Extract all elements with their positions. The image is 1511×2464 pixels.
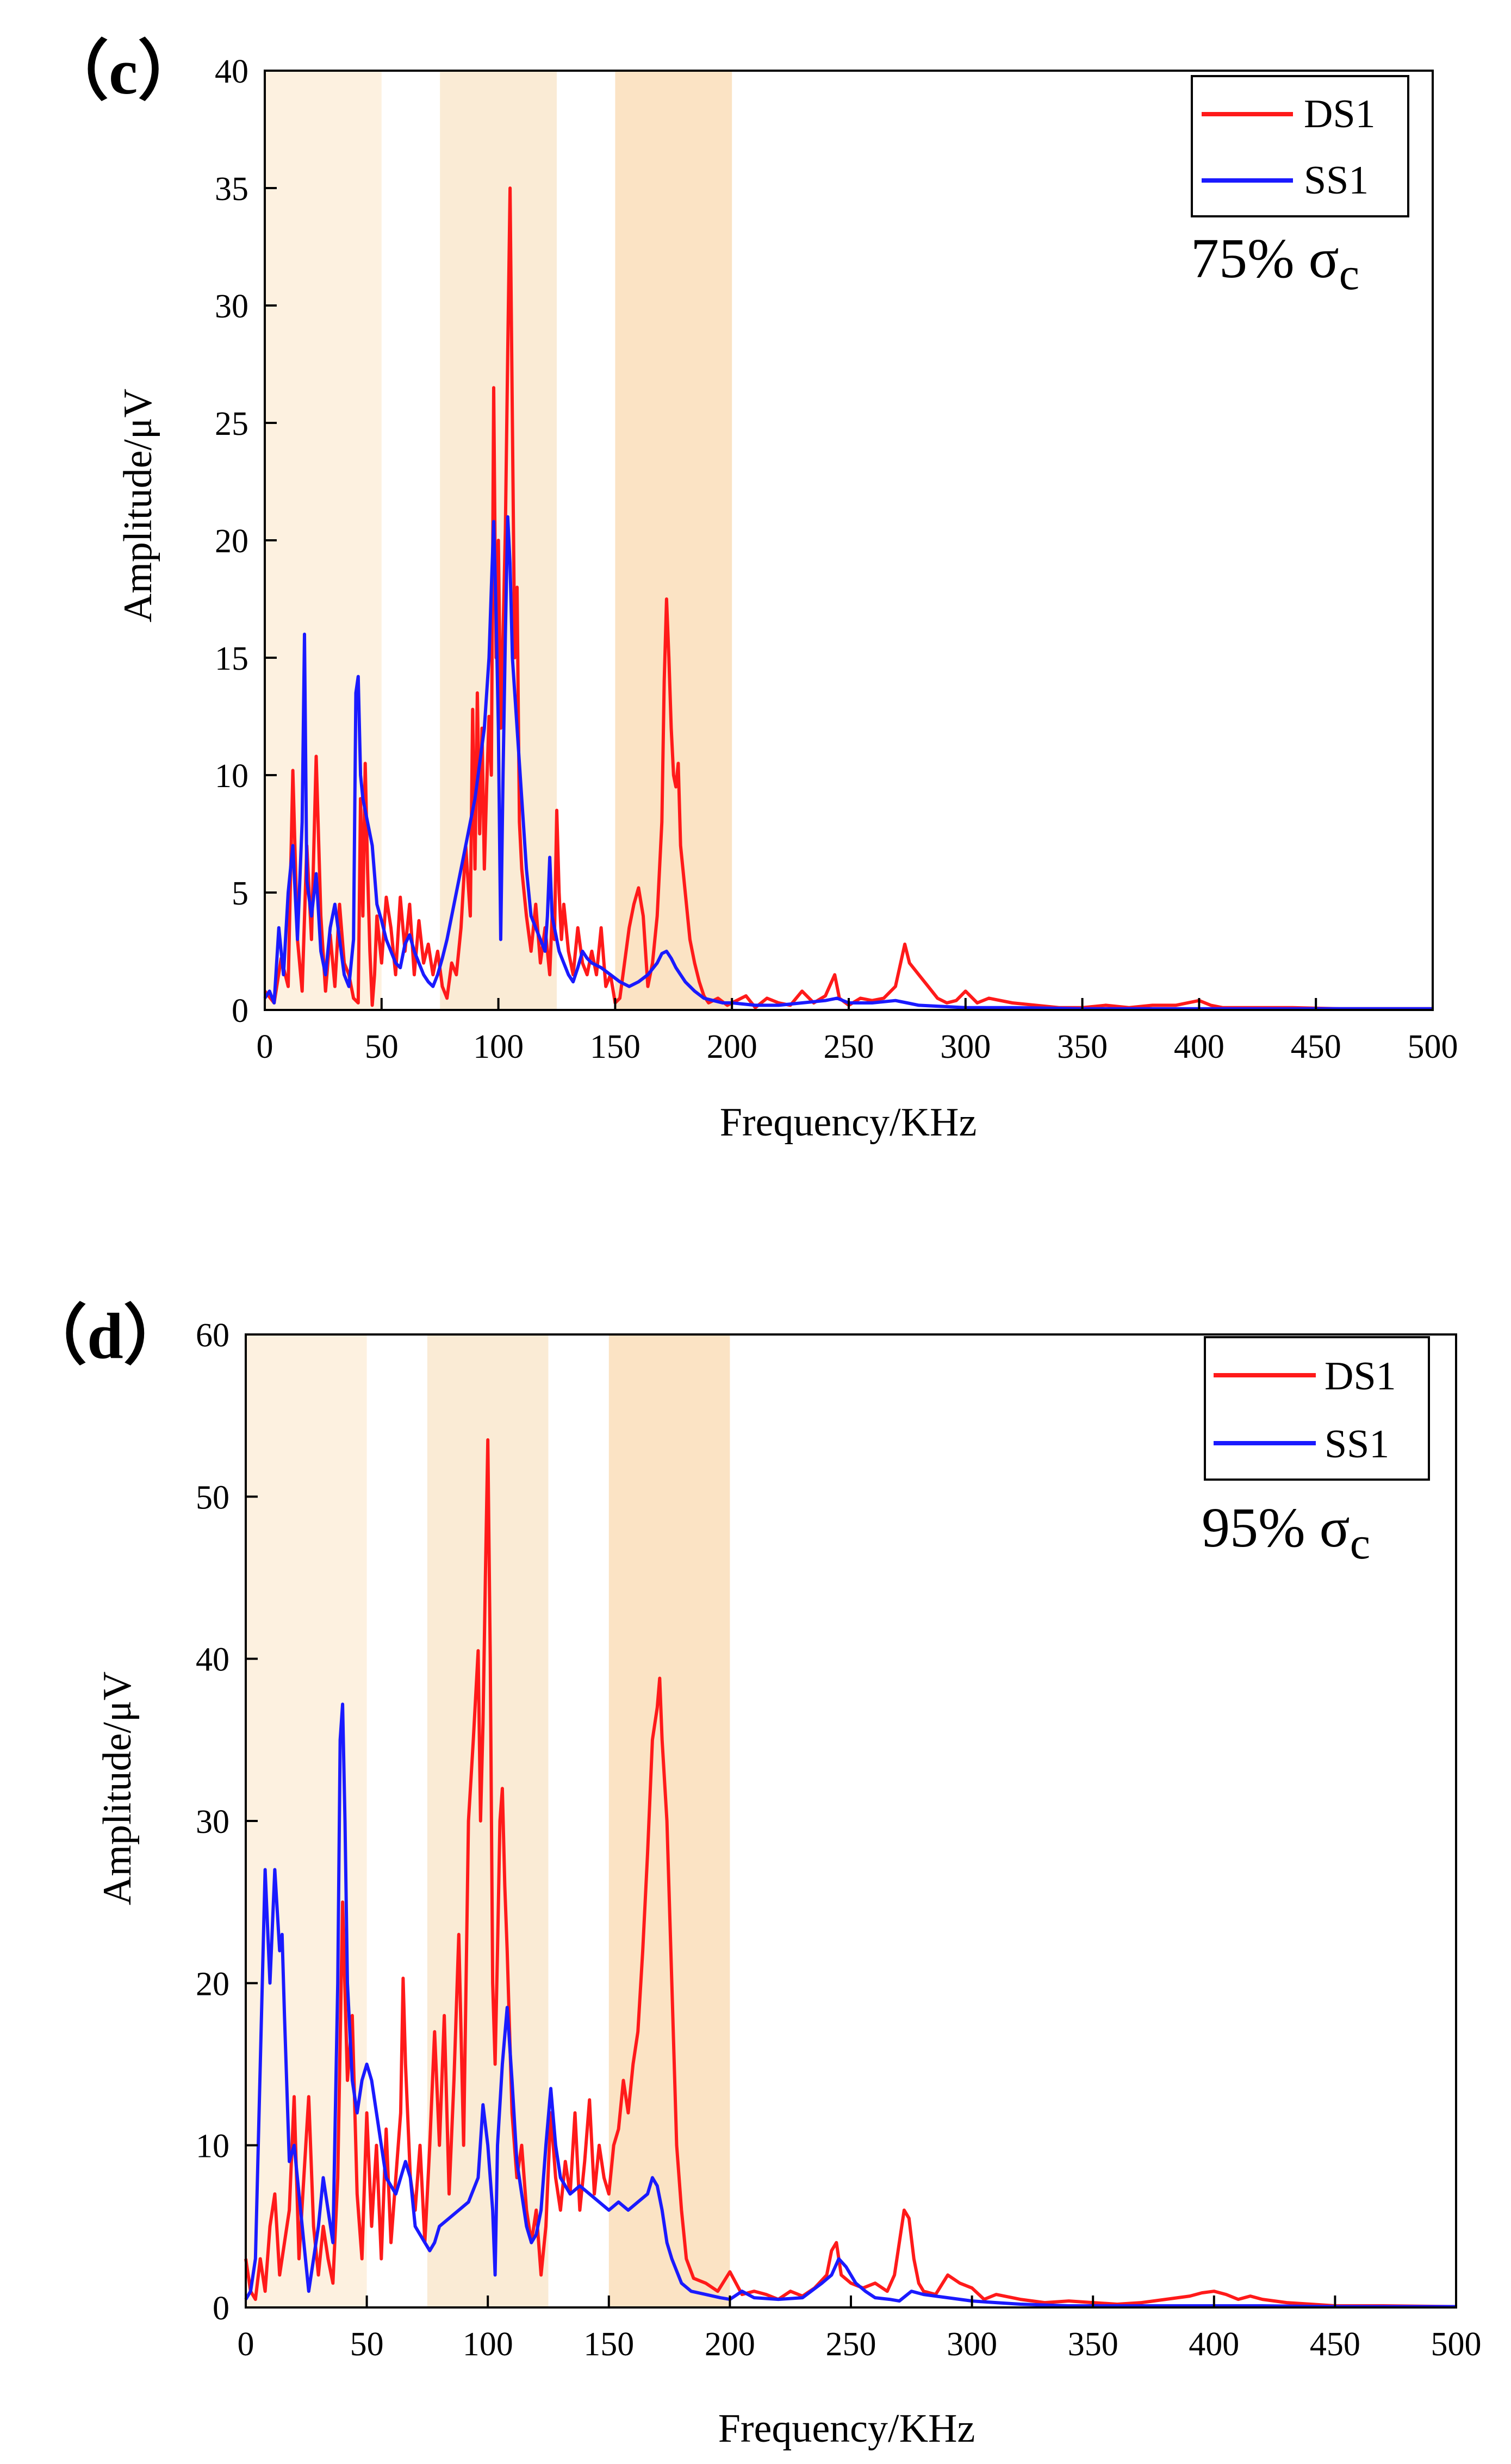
series-line-ds1-d xyxy=(244,1438,1457,2309)
y-tick-label-c: 40 xyxy=(215,53,248,90)
x-tick-label-d: 50 xyxy=(350,2326,384,2363)
freq-band-d-2 xyxy=(608,1334,730,2307)
legend-d: DS1 SS1 xyxy=(1204,1336,1430,1481)
x-tick-label-c: 250 xyxy=(824,1028,874,1065)
y-tick-label-d: 40 xyxy=(196,1642,229,1679)
x-tick-label-d: 350 xyxy=(1068,2326,1118,2363)
ticks-d: 0 50 100 150 200 250 300 350 400 450 500 0 10 20 30 40 5… xyxy=(196,1317,1482,2363)
series-lines-c xyxy=(263,186,1433,1010)
x-tick-label-d: 200 xyxy=(705,2326,755,2363)
x-tick-label-c: 50 xyxy=(365,1028,399,1065)
y-tick-label-d: 20 xyxy=(196,1966,229,2003)
series-lines-d xyxy=(244,1438,1457,2309)
x-tick-label-c: 500 xyxy=(1408,1028,1458,1065)
x-axis-title-c: Frequency/KHz xyxy=(720,1100,977,1145)
legend-box-d xyxy=(1204,1336,1430,1481)
panel-c: （c） 0 50 100 150 200 250 300 350 400 450 500 0 5 10 15… xyxy=(43,35,1458,1145)
y-tick-label-d: 30 xyxy=(196,1804,229,1841)
x-tick-label-d: 500 xyxy=(1431,2326,1482,2363)
y-tick-label-c: 35 xyxy=(215,171,248,208)
stress-level-d: 95% σc xyxy=(1202,1496,1370,1569)
legend-c: DS1 SS1 xyxy=(1191,75,1409,217)
y-tick-label-c: 25 xyxy=(215,406,248,442)
y-tick-label-c: 15 xyxy=(215,640,248,677)
stress-sub-c: c xyxy=(1339,249,1359,300)
series-line-ss1-d xyxy=(244,1702,1456,2309)
panel-label-d: （d） xyxy=(22,1300,189,1372)
x-tick-label-c: 400 xyxy=(1174,1028,1224,1065)
stress-text-d: 95% σ xyxy=(1202,1496,1350,1559)
panel-d: （d） 0 50 100 150 200 250 300 350 400 450 500 0 10 20 3… xyxy=(22,1300,1482,2451)
legend-box-c xyxy=(1191,75,1409,217)
x-tick-label-d: 400 xyxy=(1189,2326,1239,2363)
ticks-c: 0 50 100 150 200 250 300 350 400 450 500 0 5 10 15 20 25… xyxy=(215,53,1458,1065)
y-axis-title-d: Amplitude/μV xyxy=(95,1671,140,1905)
x-tick-label-d: 100 xyxy=(463,2326,513,2363)
series-line-ds1-c xyxy=(263,186,1433,1010)
y-tick-label-c: 0 xyxy=(232,993,248,1030)
x-tick-label-c: 100 xyxy=(473,1028,524,1065)
freq-band-c-2 xyxy=(615,71,732,1010)
y-tick-label-d: 10 xyxy=(196,2128,229,2165)
y-tick-label-c: 10 xyxy=(215,758,248,795)
y-tick-label-c: 5 xyxy=(232,875,248,912)
stress-sub-d: c xyxy=(1350,1518,1370,1569)
x-tick-label-d: 0 xyxy=(238,2326,254,2363)
panel-label-c: （c） xyxy=(43,35,203,108)
x-tick-label-d: 300 xyxy=(947,2326,997,2363)
x-tick-label-d: 450 xyxy=(1310,2326,1360,2363)
x-tick-label-c: 450 xyxy=(1291,1028,1341,1065)
legend-label-ss1-d: SS1 xyxy=(1325,1422,1389,1467)
stress-level-c: 75% σc xyxy=(1191,227,1359,300)
x-tick-label-c: 200 xyxy=(707,1028,757,1065)
series-line-ss1-c xyxy=(263,515,1433,1010)
x-tick-label-c: 150 xyxy=(590,1028,641,1065)
legend-label-ss1-c: SS1 xyxy=(1304,158,1369,203)
y-tick-label-d: 50 xyxy=(196,1479,229,1516)
y-axis-title-c: Amplitude/μV xyxy=(116,389,160,622)
y-tick-label-c: 30 xyxy=(215,288,248,325)
legend-label-ds1-c: DS1 xyxy=(1304,92,1376,136)
y-tick-label-d: 60 xyxy=(196,1317,229,1354)
legend-label-ds1-d: DS1 xyxy=(1325,1354,1396,1399)
x-tick-label-d: 150 xyxy=(583,2326,634,2363)
x-tick-label-c: 300 xyxy=(940,1028,991,1065)
x-axis-title-d: Frequency/KHz xyxy=(718,2406,975,2451)
y-tick-label-c: 20 xyxy=(215,523,248,560)
x-tick-label-d: 250 xyxy=(826,2326,876,2363)
x-tick-label-c: 0 xyxy=(257,1028,273,1065)
stress-text-c: 75% σ xyxy=(1191,227,1339,290)
x-tick-label-c: 350 xyxy=(1057,1028,1108,1065)
y-tick-label-d: 0 xyxy=(213,2290,229,2327)
